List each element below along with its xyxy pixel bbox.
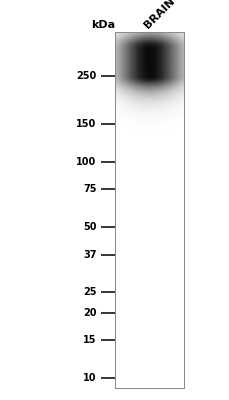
- Text: 150: 150: [76, 119, 96, 129]
- Text: 100: 100: [76, 157, 96, 167]
- Text: 15: 15: [83, 335, 96, 345]
- Text: BRAIN: BRAIN: [142, 0, 176, 30]
- Text: 10: 10: [83, 373, 96, 383]
- Text: 75: 75: [83, 184, 96, 194]
- Text: 20: 20: [83, 308, 96, 318]
- Text: 37: 37: [83, 250, 96, 260]
- Text: 50: 50: [83, 222, 96, 232]
- Text: kDa: kDa: [91, 20, 115, 30]
- Text: 25: 25: [83, 287, 96, 297]
- Text: 250: 250: [76, 71, 96, 81]
